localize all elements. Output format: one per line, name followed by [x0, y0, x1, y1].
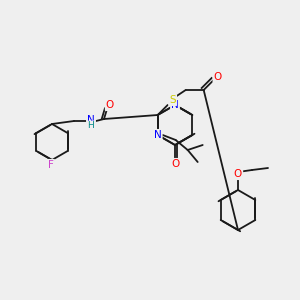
Text: F: F — [48, 160, 54, 170]
Text: O: O — [214, 72, 222, 82]
Text: O: O — [234, 169, 242, 179]
Text: H: H — [88, 122, 94, 130]
Text: N: N — [87, 115, 95, 125]
Text: N: N — [154, 130, 162, 140]
Text: O: O — [171, 159, 179, 169]
Text: S: S — [169, 95, 176, 105]
Text: N: N — [171, 100, 179, 110]
Text: O: O — [106, 100, 114, 110]
